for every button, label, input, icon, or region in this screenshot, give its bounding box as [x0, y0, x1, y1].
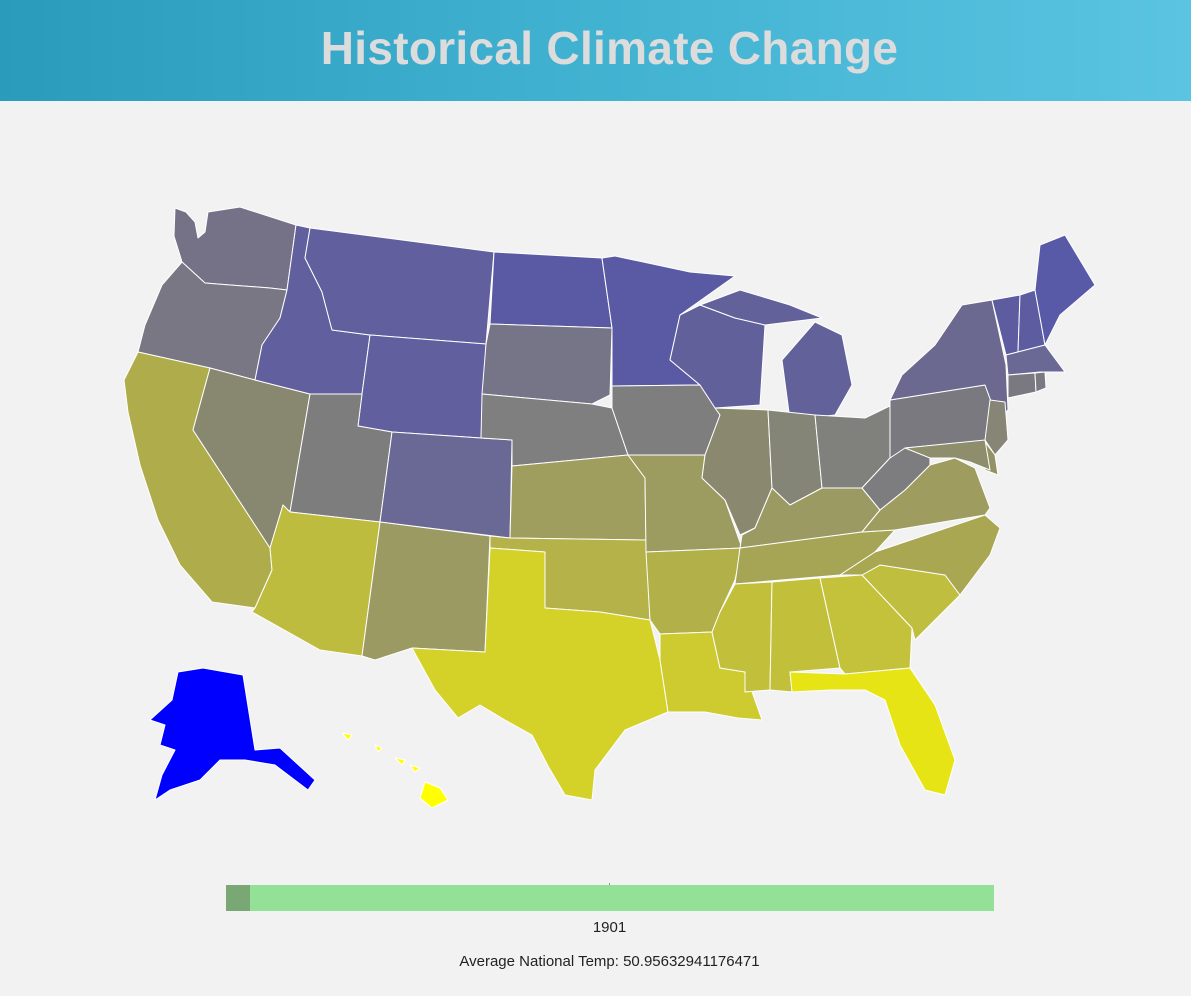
state-iowa[interactable] [611, 384, 721, 456]
average-temp-label: Average National Temp: 50.95632941176471 [459, 953, 760, 970]
state-hawaii[interactable] [341, 732, 449, 809]
state-new-jersey[interactable] [984, 399, 1009, 456]
state-maine[interactable] [1034, 234, 1096, 346]
state-rhode-island[interactable] [1034, 371, 1047, 393]
page-title: Historical Climate Change [320, 22, 899, 74]
slider-tick [609, 883, 610, 885]
year-slider[interactable] [226, 883, 994, 911]
us-temperature-map [123, 206, 1096, 809]
state-maryland[interactable] [904, 439, 991, 471]
state-montana[interactable] [304, 227, 495, 345]
state-new-york[interactable] [889, 299, 1009, 421]
state-texas[interactable] [411, 547, 669, 801]
state-indiana[interactable] [767, 409, 823, 506]
state-south-dakota[interactable] [481, 323, 613, 405]
header-bar: Historical Climate Change [0, 0, 1191, 101]
year-label: 1901 [592, 919, 627, 936]
state-connecticut[interactable] [1007, 372, 1037, 399]
state-alaska[interactable] [149, 667, 316, 801]
state-north-dakota[interactable] [489, 251, 613, 329]
state-kansas[interactable] [509, 454, 647, 541]
state-florida[interactable] [789, 667, 956, 796]
year-slider-handle[interactable] [226, 885, 250, 911]
state-north-carolina[interactable] [839, 514, 1001, 596]
state-massachusetts[interactable] [1005, 344, 1066, 376]
state-colorado[interactable] [379, 431, 513, 539]
state-wyoming[interactable] [357, 334, 487, 439]
state-new-mexico[interactable] [361, 521, 491, 661]
